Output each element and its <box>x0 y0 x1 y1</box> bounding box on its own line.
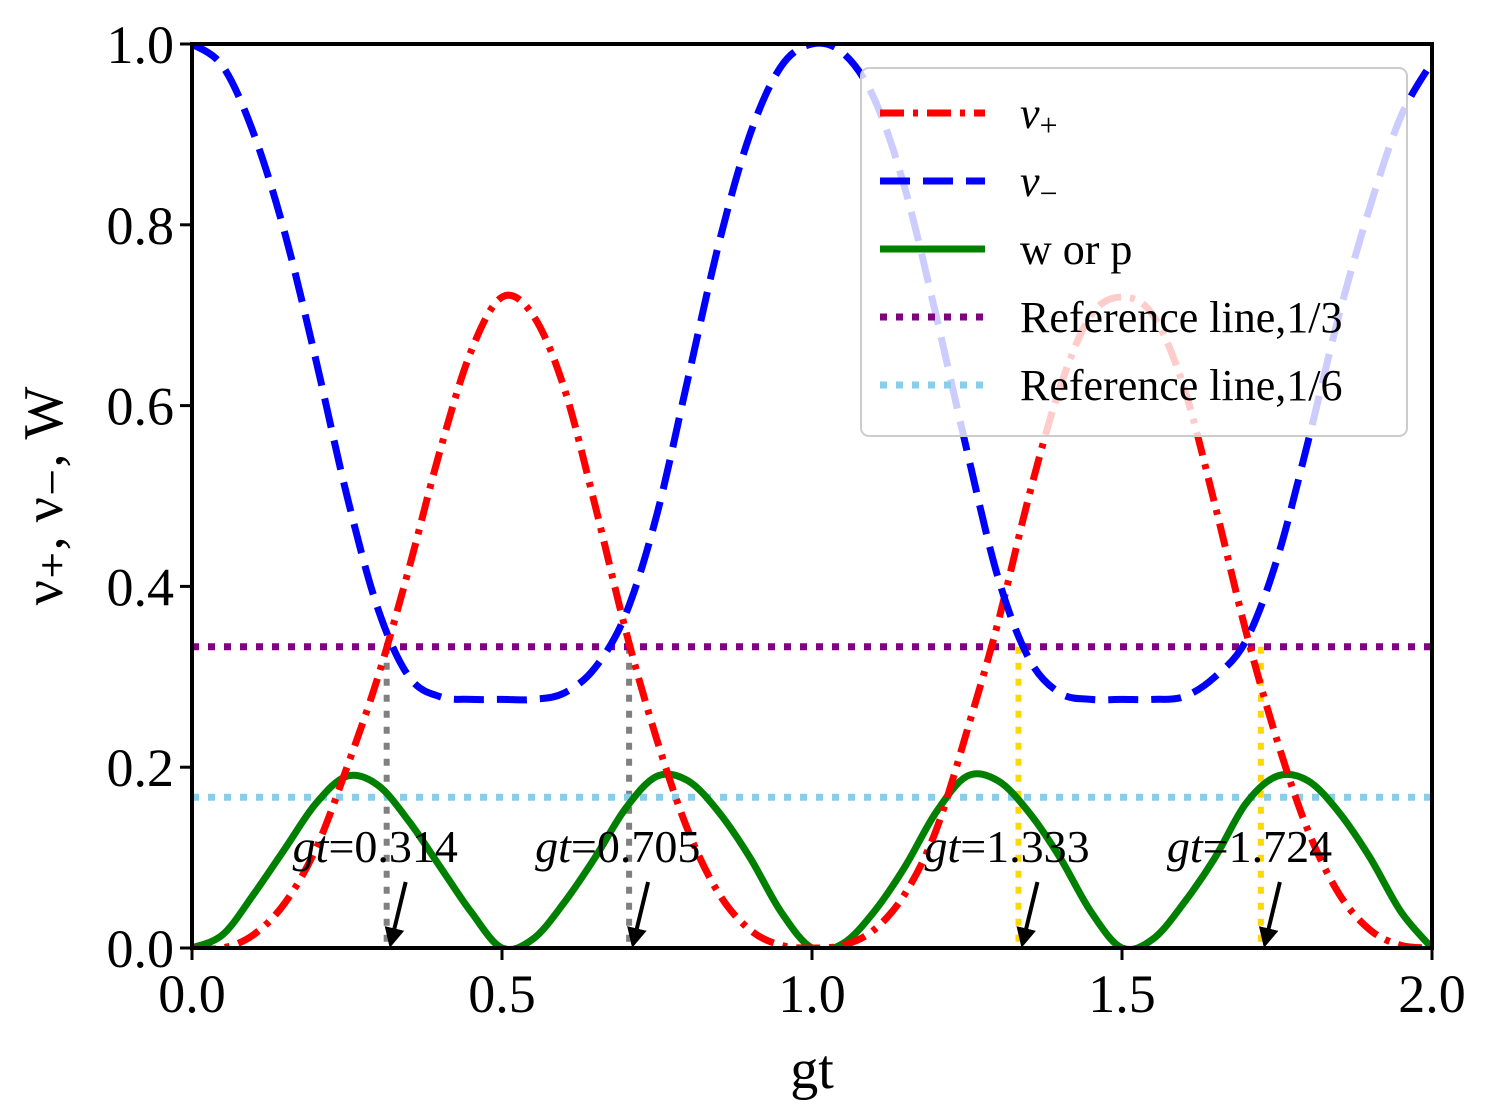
annotation-arrow-3 <box>1258 881 1282 948</box>
annotation-value-1: =0.705 <box>571 821 700 872</box>
annotation-arrow-0 <box>384 881 408 948</box>
annotation-prefix-2: gt <box>924 821 961 872</box>
y-tick-label-2: 0.4 <box>107 557 175 617</box>
legend-label-0: ν+ <box>1020 89 1058 143</box>
annotation-prefix-0: gt <box>293 821 330 872</box>
series-line-0 <box>192 291 1432 948</box>
series-line-1 <box>192 44 1432 704</box>
annotation-label-1: gt=0.705 <box>535 821 700 872</box>
annotation-prefix-3: gt <box>1167 821 1204 872</box>
legend-subscript-0: + <box>1040 107 1058 143</box>
y-axis-title: ν₊, ν₋, W <box>13 387 75 606</box>
y-tick-label-1: 0.2 <box>107 738 175 798</box>
annotation-value-3: =1.724 <box>1203 821 1332 872</box>
legend-box <box>860 67 1408 437</box>
legend-label-1: ν− <box>1020 157 1058 211</box>
annotation-label-2: gt=1.333 <box>924 821 1089 872</box>
x-tick-label-4: 2.0 <box>1398 964 1466 1024</box>
annotation-label-0: gt=0.314 <box>293 821 458 872</box>
x-tick-label-3: 1.5 <box>1088 964 1156 1024</box>
x-tick-label-1: 0.5 <box>468 964 536 1024</box>
annotation-label-3: gt=1.724 <box>1167 821 1332 872</box>
annotation-value-2: =1.333 <box>960 821 1089 872</box>
legend-symbol-1: ν <box>1020 157 1040 206</box>
legend-label-2: w or p <box>1020 225 1132 274</box>
crossing-annotations: gt=0.314 gt=0.705 gt=1.333 gt=1.724 <box>293 821 1332 948</box>
series-lines <box>192 44 1432 948</box>
annotation-prefix-1: gt <box>535 821 572 872</box>
x-axis-title: gt <box>790 1039 834 1101</box>
y-tick-label-4: 0.8 <box>107 196 175 256</box>
annotation-arrow-1 <box>627 881 651 948</box>
series-line-2 <box>192 770 1432 948</box>
annotation-value-0: =0.314 <box>328 821 457 872</box>
legend-label-3: Reference line,1/3 <box>1020 293 1343 342</box>
x-tick-label-0: 0.0 <box>158 964 226 1024</box>
legend-symbol-0: ν <box>1020 89 1040 138</box>
y-tick-label-3: 0.6 <box>107 377 175 437</box>
legend-label-4: Reference line,1/6 <box>1020 361 1343 410</box>
y-tick-label-5: 1.0 <box>107 15 175 75</box>
x-tick-label-2: 1.0 <box>778 964 846 1024</box>
annotation-arrow-2 <box>1016 881 1040 948</box>
y-tick-label-0: 0.0 <box>107 919 175 979</box>
axis-ticks: 0.0 0.5 1.0 1.5 2.0 0.0 0.2 0.4 0.6 0.8 1.0 <box>107 15 1466 1024</box>
legend-subscript-1: − <box>1040 175 1058 211</box>
